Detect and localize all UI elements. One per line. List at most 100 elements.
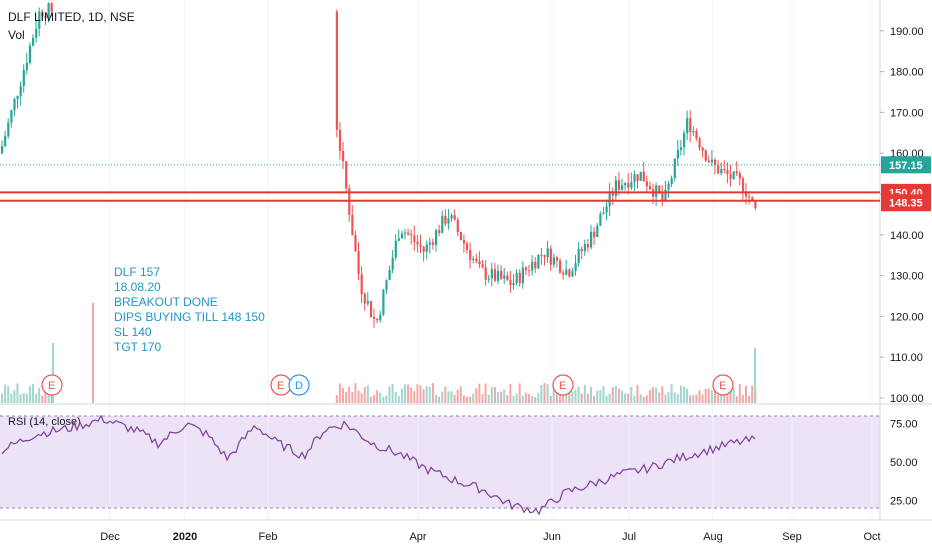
candle [515,269,518,286]
earnings-marker[interactable]: E [552,374,574,396]
candle [754,200,757,211]
rsi-axis-ticks: 25.00 50.00 75.00 [890,419,918,508]
candle [382,288,385,317]
candle [478,251,481,269]
volume-bar [751,385,754,403]
candle [717,160,720,175]
candle [481,259,484,269]
price-tick-label: 100.00 [890,393,924,405]
candle [363,292,366,311]
volume-bar [701,394,704,403]
rsi-title: RSI (14, close) [8,416,81,428]
candle [630,172,633,191]
volume-bar [50,390,53,403]
candle [41,9,44,22]
candle [590,224,593,250]
candle [714,158,717,175]
volume-bar [515,393,518,403]
candle [487,274,490,283]
volume-bar [475,388,478,403]
candle [466,241,469,254]
annotation-line: DIPS BUYING TILL 148 150 [114,310,265,324]
candle [642,161,645,182]
volume-bar [614,385,617,403]
volume-bar [732,388,735,403]
volume-bar [466,396,468,403]
volume-bar [636,384,639,403]
volume-bar [518,383,521,403]
volume-bar [416,384,419,403]
candle [726,162,729,184]
candle [627,173,630,195]
volume-bar [450,391,453,403]
candle [552,253,555,268]
candle [391,250,394,274]
volume-bar [686,388,689,403]
candle [679,140,683,156]
volume-bar [422,389,425,403]
earnings-marker[interactable]: E [41,374,63,396]
volume-bar [400,388,403,403]
dividend-marker[interactable]: D [288,374,310,396]
candle [7,118,10,139]
volume-bar [7,386,10,403]
candle [342,142,345,169]
volume-bar [602,385,605,403]
volume-bar [531,395,534,403]
price-tick-label: 110.00 [890,352,923,364]
candle [438,224,441,237]
volume-bar [32,384,34,403]
candle [599,210,602,227]
candle [624,182,627,191]
earnings-marker-label: E [48,380,55,392]
volume-spike [52,343,54,403]
candle [413,225,416,251]
volume-bar [351,391,354,403]
annotation-line: BREAKOUT DONE [114,295,218,309]
candle [546,240,549,263]
candle [431,238,435,250]
candle [373,308,376,328]
earnings-marker[interactable]: E [270,374,292,396]
volume-bar [642,396,645,403]
resistance-badge-lower: 148.35 [881,194,931,212]
candle [639,171,642,182]
candle [472,255,475,264]
volume-bar [689,395,692,403]
volume-bar [562,389,565,403]
volume-bar [599,390,602,403]
candle [667,181,670,198]
volume-bar [621,390,623,403]
volume-bar [456,389,459,403]
volume-bar [447,391,450,403]
candle [354,230,357,252]
candle [475,253,478,264]
candle [741,176,745,200]
rsi-line [1,414,756,516]
earnings-marker-label: E [559,380,566,392]
candle [506,271,509,282]
candle [376,318,379,324]
volume-bar [512,395,515,403]
earnings-marker[interactable]: E [712,374,734,396]
candle [509,270,512,293]
candlestick-series [1,2,757,328]
candle [19,81,22,106]
candle [559,258,562,274]
chart-title: DLF LIMITED, 1D, NSE [8,10,135,24]
candle [4,130,7,148]
event-markers[interactable]: E E D E E [41,374,734,396]
candle [518,269,521,287]
candle [543,254,546,266]
volume-bar [348,386,351,403]
volume-bar [438,396,441,403]
volume-bar [419,385,422,403]
time-tick-label: Feb [259,531,278,543]
resistance-label-lower: 148.35 [889,198,923,210]
vertical-grid [109,0,873,520]
volume-bar [41,395,44,403]
volume-bar [441,391,444,403]
candle [683,130,686,156]
candle [574,254,577,276]
candle [28,42,32,65]
